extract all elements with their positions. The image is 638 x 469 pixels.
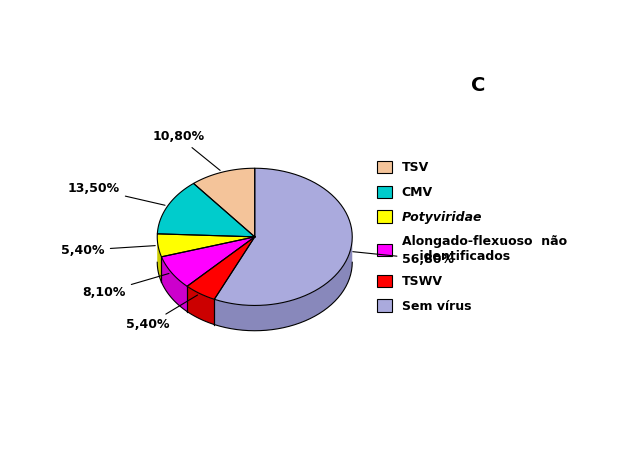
Polygon shape bbox=[214, 237, 352, 331]
Text: 8,10%: 8,10% bbox=[82, 273, 169, 299]
Text: 5,40%: 5,40% bbox=[126, 295, 198, 331]
Polygon shape bbox=[214, 168, 352, 305]
Text: 10,80%: 10,80% bbox=[152, 130, 220, 170]
Polygon shape bbox=[161, 257, 187, 311]
Text: C: C bbox=[471, 76, 486, 95]
Text: 56,80%: 56,80% bbox=[353, 252, 454, 266]
Text: 5,40%: 5,40% bbox=[61, 244, 155, 257]
Polygon shape bbox=[157, 237, 161, 282]
Polygon shape bbox=[187, 286, 214, 325]
Legend: TSV, CMV, Potyviridae, Alongado-flexuoso  não
    identificados, TSWV, Sem vírus: TSV, CMV, Potyviridae, Alongado-flexuoso… bbox=[376, 161, 567, 313]
Polygon shape bbox=[193, 168, 255, 237]
Polygon shape bbox=[187, 237, 255, 299]
Polygon shape bbox=[157, 234, 255, 257]
Text: 13,50%: 13,50% bbox=[68, 182, 165, 205]
Polygon shape bbox=[158, 183, 255, 237]
Polygon shape bbox=[161, 237, 255, 286]
